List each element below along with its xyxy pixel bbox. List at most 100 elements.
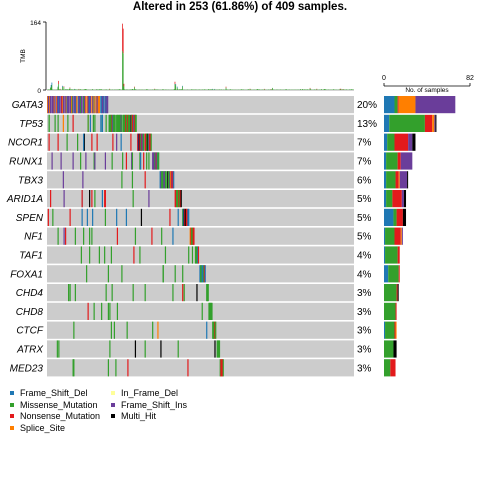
mutation-cell	[126, 321, 128, 339]
mutation-cell	[189, 227, 191, 245]
tmb-bar	[96, 89, 98, 90]
mutation-cell	[89, 96, 91, 114]
tmb-bar	[134, 87, 135, 90]
mutation-cell	[127, 114, 129, 132]
mutation-cell	[98, 246, 100, 264]
mutation-cell	[146, 133, 148, 151]
legend-swatch-frame-shift-del	[10, 391, 14, 395]
mutation-cell	[83, 133, 85, 151]
bar-segment-tp53-nonsense-mutation	[424, 114, 433, 132]
percent-label-atrx: 3%	[357, 345, 372, 356]
tmb-bar	[268, 89, 270, 90]
mutation-cell	[188, 246, 190, 264]
mutation-cell	[156, 152, 158, 170]
bar-segment-gata3-frame-shift-ins	[415, 96, 456, 114]
bar-segment-spen-frame-shift-del	[384, 208, 394, 226]
mutation-cell	[159, 171, 161, 189]
mutation-cell	[58, 96, 60, 114]
tmb-bar	[303, 89, 305, 90]
mutation-cell	[78, 96, 80, 114]
row-background-taf1	[47, 246, 354, 264]
gene-label-foxa1: FOXA1	[10, 269, 43, 280]
mutation-cell	[172, 284, 174, 302]
tmb-bar	[72, 89, 74, 90]
mutation-cell	[77, 96, 79, 114]
mutation-cell	[164, 171, 166, 189]
mutation-cell	[101, 114, 103, 132]
tmb-bar	[340, 89, 342, 90]
tmb-bar-top	[174, 81, 176, 84]
mutation-cell	[148, 133, 150, 151]
mutation-cell	[105, 284, 107, 302]
mutation-cell	[138, 133, 140, 151]
tmb-bar	[70, 89, 72, 90]
tmb-bar	[180, 89, 182, 90]
tmb-bar	[119, 89, 120, 90]
mutation-cell	[191, 227, 193, 245]
mutation-cell	[49, 96, 51, 114]
mutation-cell	[174, 190, 176, 208]
tmb-bar	[225, 87, 227, 90]
legend-label-in-frame-del: In_Frame_Del	[121, 388, 178, 398]
tmb-bar	[316, 89, 318, 90]
mutation-cell	[109, 340, 111, 358]
tmb-bar	[177, 89, 179, 90]
mutation-cell	[212, 321, 214, 339]
mutation-cell	[160, 171, 162, 189]
bar-segment-arid1a-frame-shift-ins	[401, 190, 404, 208]
mutation-cell	[117, 114, 119, 132]
mutation-cell	[157, 152, 159, 170]
mutation-cell	[79, 96, 81, 114]
tmb-bar	[314, 89, 315, 90]
tmb-bar	[80, 89, 81, 90]
mutation-cell	[152, 152, 154, 170]
mutation-cell	[171, 171, 173, 189]
axis-tick-label: 82	[466, 75, 474, 82]
mutation-cell	[119, 114, 122, 132]
bar-segment-spen-nonsense-mutation	[396, 208, 403, 226]
bar-segment-arid1a-nonsense-mutation	[392, 190, 402, 208]
mutation-cell	[92, 114, 94, 132]
mutation-cell	[137, 133, 140, 151]
mutation-cell	[214, 340, 216, 358]
gene-label-gata3: GATA3	[12, 100, 44, 111]
mutation-cell	[82, 96, 84, 114]
mutation-cell	[104, 190, 106, 208]
bar-segment-taf1-frame-shift-del	[384, 246, 386, 264]
mutation-cell	[161, 171, 164, 189]
mutation-cell	[178, 190, 180, 208]
tmb-bar	[256, 89, 258, 90]
mutation-cell	[152, 321, 154, 339]
mutation-cell	[196, 284, 198, 302]
mutation-cell	[56, 96, 58, 114]
mutation-cell	[193, 227, 195, 245]
mutation-cell	[93, 152, 95, 170]
mutation-cell	[199, 265, 201, 283]
mutation-cell	[94, 152, 96, 170]
tmb-bar	[124, 89, 126, 90]
gene-label-arid1a: ARID1A	[6, 194, 43, 205]
mutation-cell	[167, 171, 169, 189]
mutation-cell	[54, 114, 56, 132]
mutation-cell	[77, 133, 79, 151]
bar-segment-spen-missense-mutation	[393, 208, 397, 226]
mutation-cell	[185, 208, 187, 226]
tmb-bar	[202, 89, 204, 90]
tmb-bar	[85, 89, 87, 90]
row-background-ncor1	[47, 133, 354, 151]
row-background-ctcf	[47, 321, 354, 339]
mutation-cell	[69, 208, 71, 226]
mutation-cell	[121, 114, 123, 132]
mutation-cell	[194, 246, 197, 264]
mutation-cell	[71, 96, 73, 114]
mutation-cell	[54, 96, 56, 114]
bar-segment-chd8-missense-mutation	[384, 302, 396, 320]
bar-segment-runx1-nonsense-mutation	[397, 152, 401, 170]
bar-segment-chd4-nonsense-mutation	[396, 284, 398, 302]
mutation-cell	[47, 96, 49, 114]
mutation-cell	[65, 96, 67, 114]
mutation-cell	[131, 114, 134, 132]
bar-segment-ctcf-missense-mutation	[385, 321, 395, 339]
mutation-cell	[67, 114, 69, 132]
mutation-cell	[105, 96, 107, 114]
